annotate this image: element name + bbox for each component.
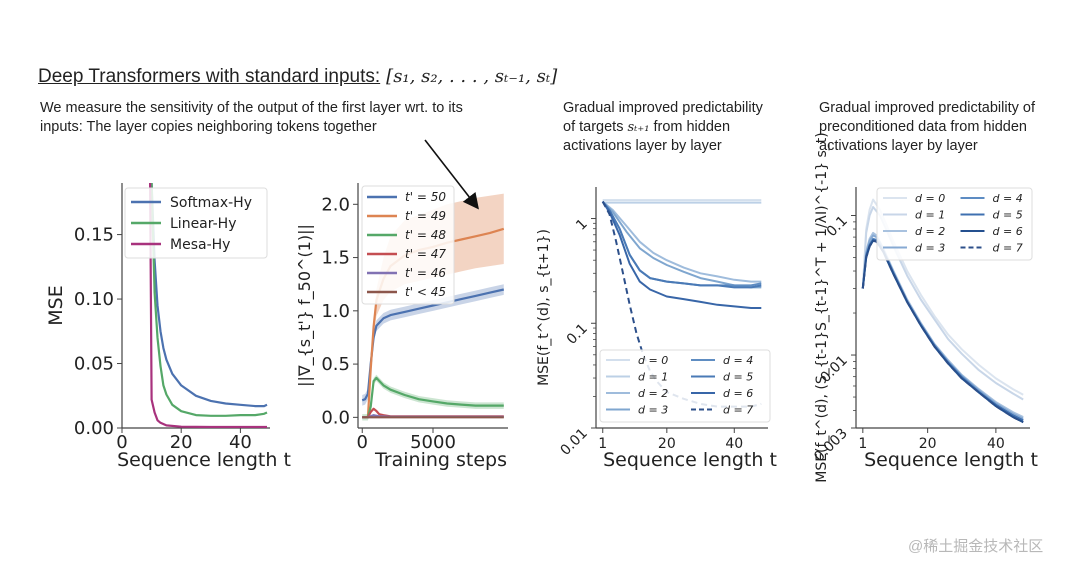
x-tick-label: 0	[357, 432, 368, 453]
series-line-t-48	[362, 376, 504, 419]
legend-label: d = 5	[723, 371, 753, 384]
y-tick-label: 0.15	[74, 225, 114, 246]
y-tick-label: 0.5	[321, 354, 350, 375]
legend-label: t' = 47	[405, 247, 446, 261]
x-axis-label: Sequence length t	[864, 449, 1038, 471]
series-line-d-2	[602, 200, 762, 283]
legend-label: t' = 49	[405, 209, 446, 223]
y-axis-label: ||∇_{s_t'} f_50^(1)||	[295, 224, 315, 387]
y-axis-label: MSE	[45, 285, 67, 325]
legend-label: Softmax-Hy	[170, 195, 252, 211]
legend-label: d = 3	[638, 404, 668, 417]
description-targets-post: from hidden activations layer by layer	[563, 119, 731, 154]
legend: Softmax-Hy Linear-Hy Mesa-Hy	[124, 187, 268, 259]
legend: d = 0 d = 1 d = 2 d = 3 d = 4 d = 5 d = 6 d = 7	[599, 349, 771, 423]
plot-area	[149, 182, 268, 428]
y-tick-label: 0.05	[74, 354, 114, 375]
series-line-mesa-hy	[149, 182, 267, 428]
legend-label: t' = 48	[405, 228, 446, 242]
legend-label: t' = 46	[405, 266, 446, 280]
legend-frame	[124, 187, 268, 259]
y-tick-label: 0.01	[557, 426, 590, 459]
series-line-d-7	[861, 239, 1024, 424]
legend-frame	[599, 349, 771, 423]
series-line-d-1	[861, 206, 1024, 401]
x-axis-label: Training steps	[374, 449, 507, 471]
legend: d = 0 d = 1 d = 2 d = 3 d = 4 d = 5 d = 6 d = 7	[876, 187, 1033, 261]
x-tick-label: 1	[858, 436, 867, 452]
y-tick-label: 2.0	[321, 194, 350, 215]
legend-label: d = 1	[915, 209, 945, 222]
series-line-softmax-hy	[150, 182, 268, 408]
x-tick-label: 40	[229, 432, 252, 453]
y-tick-label: 1	[573, 216, 591, 234]
description-first-layer: We measure the sensitivity of the output…	[40, 100, 463, 135]
legend-label: d = 3	[915, 242, 945, 255]
legend-label: Mesa-Hy	[170, 237, 230, 253]
legend-frame	[876, 187, 1033, 261]
y-tick-label: 0.00	[74, 418, 114, 439]
description-preconditioned: Gradual improved predictability of preco…	[819, 100, 1035, 154]
legend-label: d = 2	[638, 387, 668, 400]
x-tick-label: 20	[170, 432, 193, 453]
legend-label: Linear-Hy	[170, 216, 236, 232]
series-line-d-4	[601, 200, 762, 287]
legend-label: d = 0	[915, 192, 945, 205]
headline-text: Deep Transformers with standard inputs:	[38, 66, 381, 87]
legend-label: d = 2	[915, 225, 945, 238]
description-targets-math: sₜ₊₁	[627, 120, 650, 135]
legend-label: d = 6	[993, 225, 1023, 238]
annotation-arrow	[424, 139, 479, 210]
x-tick-label: 40	[725, 436, 743, 452]
series-line-d-0	[861, 198, 1024, 396]
series-line-d-4	[861, 237, 1024, 422]
legend-label: d = 4	[993, 192, 1023, 205]
series-line-d-6	[601, 201, 762, 309]
series-line-linear-hy	[150, 182, 268, 417]
headline-math: [s₁, s₂, . . . , sₜ₋₁, sₜ]	[386, 66, 558, 87]
y-axis-label: MSE(f_t^(d), s_{t+1})	[536, 229, 552, 386]
legend-label: d = 0	[638, 354, 668, 367]
legend-label: d = 7	[993, 242, 1023, 255]
description-targets-pre: Gradual improved predictability of targe…	[563, 100, 763, 135]
x-axis-label: Sequence length t	[117, 449, 291, 471]
legend-label: d = 6	[723, 387, 753, 400]
watermark: @稀土掘金技术社区	[908, 538, 1044, 555]
x-tick-label: 5000	[410, 432, 456, 453]
x-tick-label: 20	[658, 436, 676, 452]
x-tick-label: 20	[919, 436, 937, 452]
y-tick-label: 0.0	[321, 407, 350, 428]
series-band	[362, 374, 504, 421]
y-axis-label: MSE(f_t^(d), (S_{t-1}S_{t-1}^T + 1/λI)^{…	[814, 132, 830, 483]
y-tick-label: 0.1	[564, 321, 591, 348]
series-line-d-5	[601, 200, 762, 289]
plot-area	[861, 198, 1024, 424]
legend-label: t' < 45	[405, 285, 446, 299]
description-targets: Gradual improved predictability of targe…	[563, 99, 778, 156]
legend-label: d = 5	[993, 209, 1023, 222]
legend-label: d = 1	[638, 371, 668, 384]
x-tick-label: 1	[598, 436, 607, 452]
y-tick-label: 0.10	[74, 289, 114, 310]
legend-label: d = 7	[723, 404, 753, 417]
legend: t' = 50 t' = 49 t' = 48 t' = 47 t' = 46 t' < …	[361, 185, 455, 305]
x-tick-label: 40	[987, 436, 1005, 452]
legend-label: t' = 50	[405, 190, 446, 204]
x-tick-label: 0	[116, 432, 127, 453]
y-tick-label: 1.0	[321, 301, 350, 322]
x-axis-label: Sequence length t	[603, 449, 777, 471]
y-tick-label: 1.5	[321, 248, 350, 269]
headline: Deep Transformers with standard inputs:[…	[38, 66, 557, 88]
legend-label: d = 4	[723, 354, 753, 367]
